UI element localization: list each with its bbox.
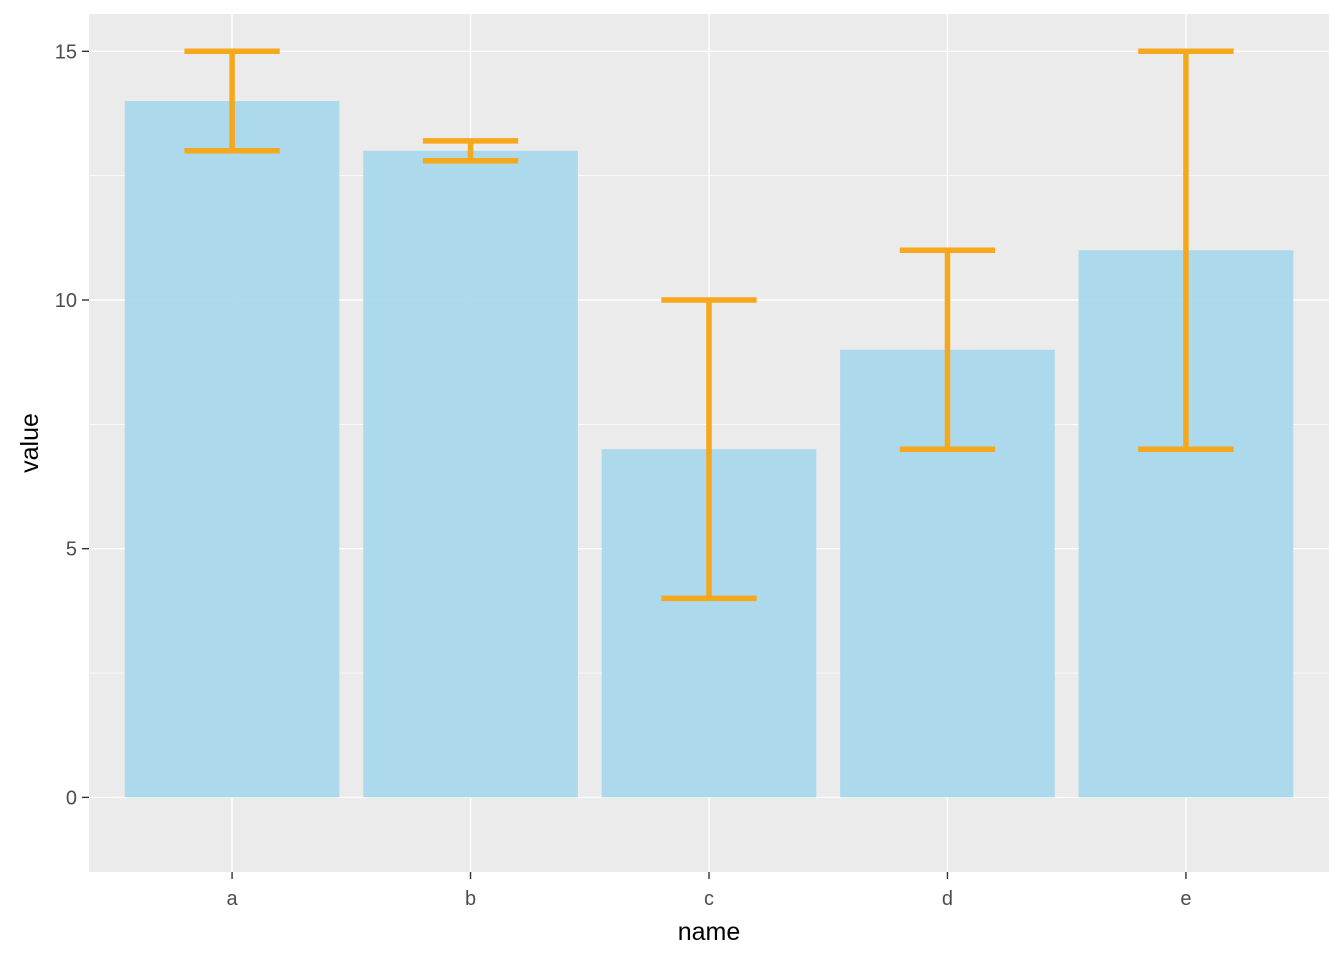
- x-tick-label: a: [227, 888, 239, 910]
- y-tick-label: 0: [66, 787, 77, 809]
- bar-b: [363, 150, 578, 798]
- y-tick-label: 10: [55, 290, 77, 312]
- x-tick-label: d: [942, 888, 953, 910]
- error-bars: [184, 48, 1234, 602]
- bar-a: [124, 101, 340, 798]
- x-tick-label: b: [465, 888, 476, 910]
- x-tick-label: e: [1180, 888, 1191, 910]
- y-tick-label: 15: [55, 41, 77, 63]
- x-tick-label: c: [704, 888, 714, 910]
- x-axis-title: name: [678, 918, 741, 946]
- y-tick-label: 5: [66, 539, 77, 561]
- y-axis: 0 5 10 15: [55, 41, 89, 809]
- y-axis-title: value: [16, 413, 44, 473]
- bars: [124, 101, 1294, 798]
- x-axis: a b c d e: [227, 872, 1191, 910]
